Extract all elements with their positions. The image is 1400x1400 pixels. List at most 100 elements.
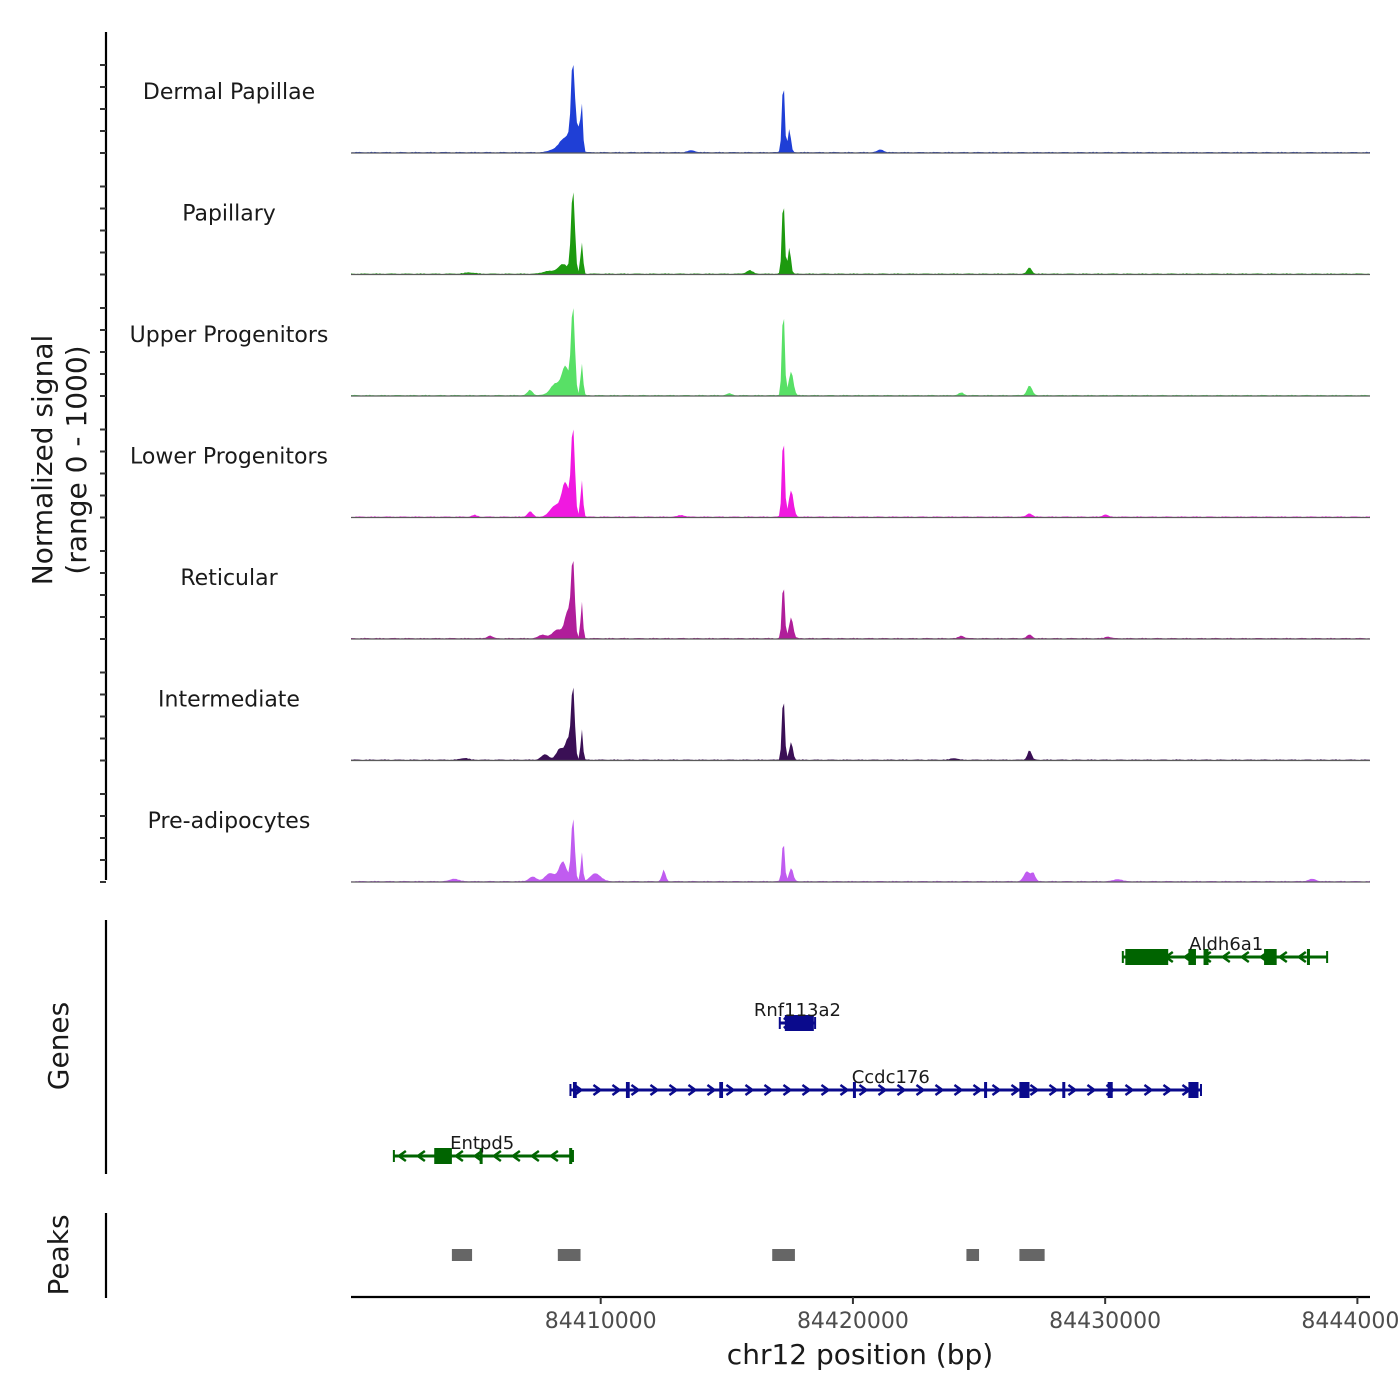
strand-arrow bbox=[820, 1083, 831, 1097]
strand-arrow bbox=[706, 1083, 717, 1097]
signal-area bbox=[351, 819, 1370, 882]
strand-arrow bbox=[548, 1149, 559, 1163]
gene-exon bbox=[1107, 1082, 1113, 1098]
gene-rnf113a2: Rnf113a2 bbox=[754, 1000, 841, 1031]
gene-exon bbox=[1264, 949, 1277, 965]
gene-exon bbox=[1188, 949, 1196, 965]
strand-arrow bbox=[1239, 950, 1250, 964]
track-reticular: Reticular bbox=[180, 561, 1370, 640]
peak-region bbox=[1019, 1249, 1045, 1261]
peak-region bbox=[966, 1249, 980, 1261]
gene-exon bbox=[625, 1082, 630, 1098]
strand-arrow bbox=[1277, 950, 1288, 964]
track-lower-progenitors: Lower Progenitors bbox=[130, 429, 1370, 519]
strand-arrow bbox=[491, 1149, 502, 1163]
signal-tracks: Dermal Papillae Papillary Upper Progenitor… bbox=[130, 65, 1370, 883]
signal-area bbox=[351, 429, 1370, 518]
gene-entpd5: Entpd5 bbox=[392, 1133, 574, 1164]
strand-arrow bbox=[1124, 1083, 1135, 1097]
strand-arrow bbox=[1162, 1083, 1173, 1097]
peak-region bbox=[451, 1249, 473, 1261]
track-label: Upper Progenitors bbox=[130, 323, 329, 348]
strand-arrow bbox=[1010, 1083, 1021, 1097]
strand-arrow bbox=[972, 1083, 983, 1097]
gene-name-label: Aldh6a1 bbox=[1189, 934, 1263, 955]
gene-ccdc176: Ccdc176 bbox=[569, 1067, 1203, 1098]
x-axis-ticks: 84410000 84420000 84430000 84440000 bbox=[545, 1297, 1400, 1334]
strand-arrow bbox=[896, 1083, 907, 1097]
gene-name-label: Entpd5 bbox=[450, 1133, 514, 1154]
gene-exon bbox=[569, 1148, 573, 1164]
strand-arrow bbox=[1029, 1083, 1040, 1097]
strand-arrow bbox=[649, 1083, 660, 1097]
peak-region bbox=[772, 1249, 795, 1261]
gene-models: Aldh6a1 Rnf113a2 Ccdc176 Entpd5 bbox=[392, 934, 1329, 1164]
track-papillary: Papillary bbox=[182, 192, 1370, 276]
gene-exon bbox=[1019, 1082, 1030, 1098]
strand-arrow bbox=[953, 1083, 964, 1097]
strand-arrow bbox=[991, 1083, 1002, 1097]
gene-exon bbox=[1125, 949, 1169, 965]
gene-exon bbox=[1306, 949, 1310, 965]
signal-area bbox=[351, 308, 1370, 396]
x-tick-label: 84440000 bbox=[1301, 1309, 1400, 1334]
track-label: Papillary bbox=[182, 202, 276, 227]
x-tick-label: 84410000 bbox=[545, 1309, 657, 1334]
strand-arrow bbox=[801, 1083, 812, 1097]
strand-arrow bbox=[611, 1083, 622, 1097]
track-upper-progenitors: Upper Progenitors bbox=[130, 308, 1370, 397]
strand-arrow bbox=[510, 1149, 521, 1163]
strand-arrow bbox=[725, 1083, 736, 1097]
strand-arrow bbox=[630, 1083, 641, 1097]
signal-area bbox=[351, 687, 1370, 761]
strand-arrow bbox=[472, 1149, 483, 1163]
strand-arrow bbox=[915, 1083, 926, 1097]
strand-arrow bbox=[1086, 1083, 1097, 1097]
gene-exon bbox=[1062, 1082, 1066, 1098]
strand-arrow bbox=[782, 1083, 793, 1097]
strand-arrow bbox=[1143, 1083, 1154, 1097]
track-label: Intermediate bbox=[158, 688, 300, 713]
track-label: Reticular bbox=[180, 566, 278, 591]
signal-y-axis-ticks bbox=[100, 64, 106, 883]
strand-arrow bbox=[592, 1083, 603, 1097]
track-label: Lower Progenitors bbox=[130, 445, 328, 470]
track-intermediate: Intermediate bbox=[158, 687, 1370, 762]
gene-exon bbox=[852, 1082, 856, 1098]
strand-arrow bbox=[1296, 950, 1307, 964]
strand-arrow bbox=[687, 1083, 698, 1097]
strand-arrow bbox=[858, 1083, 869, 1097]
gene-exon bbox=[479, 1148, 483, 1164]
strand-arrow bbox=[1048, 1083, 1059, 1097]
strand-arrow bbox=[415, 1149, 426, 1163]
strand-arrow bbox=[934, 1083, 945, 1097]
gene-exon bbox=[984, 1082, 988, 1098]
y-axis-title: Normalized signal (range 0 - 1000) bbox=[26, 335, 93, 586]
gene-exon bbox=[572, 1082, 577, 1098]
gene-exon bbox=[1203, 949, 1209, 965]
signal-area bbox=[351, 561, 1370, 639]
strand-arrow bbox=[839, 1083, 850, 1097]
y-axis-title-line2: (range 0 - 1000) bbox=[60, 345, 93, 574]
track-pre-adipocytes: Pre-adipocytes bbox=[148, 809, 1370, 883]
track-dermal-papillae: Dermal Papillae bbox=[143, 65, 1370, 154]
signal-area bbox=[351, 65, 1370, 153]
y-axis-title-line1: Normalized signal bbox=[26, 335, 59, 586]
genes-panel-label: Genes bbox=[42, 1002, 75, 1090]
strand-arrow bbox=[1067, 1083, 1078, 1097]
strand-arrow bbox=[573, 1083, 584, 1097]
strand-arrow bbox=[396, 1149, 407, 1163]
peak-regions bbox=[451, 1249, 1045, 1261]
strand-arrow bbox=[668, 1083, 679, 1097]
strand-arrow bbox=[744, 1083, 755, 1097]
strand-arrow bbox=[453, 1149, 464, 1163]
strand-arrow bbox=[1220, 950, 1231, 964]
strand-arrow bbox=[763, 1083, 774, 1097]
signal-area bbox=[351, 192, 1370, 275]
gene-exon bbox=[1188, 1082, 1199, 1098]
gene-exon bbox=[434, 1148, 452, 1164]
x-axis-title: chr12 position (bp) bbox=[727, 1338, 993, 1371]
x-tick-label: 84430000 bbox=[1049, 1309, 1161, 1334]
gene-exon bbox=[784, 1015, 814, 1031]
